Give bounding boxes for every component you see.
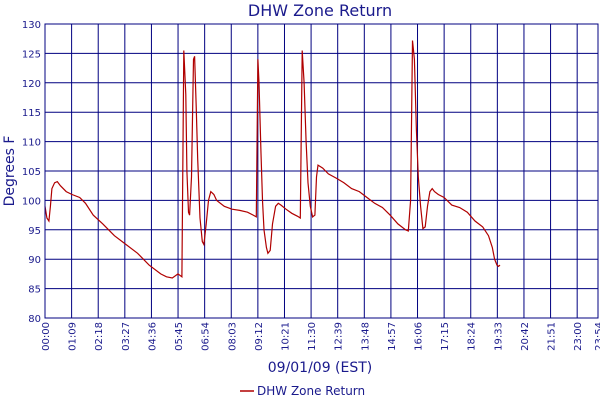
legend-label: DHW Zone Return — [257, 384, 365, 398]
x-tick-labels: 00:00 01:09 02:18 03:27 04:36 05:45 06:54 08:03… — [41, 322, 600, 351]
chart-title: DHW Zone Return — [248, 1, 392, 20]
x-gridlines — [44, 24, 599, 318]
y-tick-label: 130 — [22, 20, 41, 31]
x-tick-label: 11:30 — [307, 322, 318, 351]
x-tick-label: 17:15 — [440, 322, 451, 351]
y-axis-label: Degrees F — [2, 136, 18, 207]
x-tick-label: 20:42 — [520, 322, 531, 351]
x-tick-label: 18:24 — [467, 322, 478, 351]
x-tick-label: 23:00 — [573, 322, 584, 351]
x-tick-label: 05:45 — [174, 322, 185, 351]
x-tick-label: 00:00 — [41, 322, 52, 351]
x-tick-label: 02:18 — [94, 322, 105, 351]
x-tick-label: 19:33 — [493, 322, 504, 351]
x-tick-label: 10:21 — [280, 322, 291, 351]
x-tick-label: 14:57 — [387, 322, 398, 351]
legend: DHW Zone Return — [240, 384, 365, 398]
y-tick-label: 110 — [22, 138, 41, 149]
y-tick-label: 80 — [28, 314, 41, 325]
x-tick-label: 01:09 — [68, 322, 79, 351]
y-tick-label: 120 — [22, 79, 41, 90]
y-tick-labels: 80 85 90 95 100 105 110 115 120 125 130 — [22, 20, 41, 325]
x-tick-label: 06:54 — [201, 322, 212, 351]
y-tick-label: 115 — [22, 108, 41, 119]
y-tick-label: 125 — [22, 49, 41, 60]
x-tick-label: 23:54 — [594, 322, 600, 351]
x-tick-label: 16:06 — [414, 322, 425, 351]
x-tick-label: 13:48 — [360, 322, 371, 351]
x-tick-label: 09:12 — [254, 322, 265, 351]
y-tick-label: 105 — [22, 167, 41, 178]
x-tick-label: 12:39 — [334, 322, 345, 351]
x-tick-label: 03:27 — [121, 322, 132, 351]
x-tick-label: 08:03 — [227, 322, 238, 351]
y-tick-label: 90 — [28, 255, 41, 266]
x-tick-label: 21:51 — [547, 322, 558, 351]
y-tick-label: 95 — [28, 226, 41, 237]
series-line-dhw-zone-return — [44, 40, 501, 279]
plot-border — [44, 23, 599, 319]
y-tick-label: 85 — [28, 285, 41, 296]
x-axis-label: 09/01/09 (EST) — [268, 360, 373, 376]
x-tick-label: 04:36 — [147, 322, 158, 351]
y-tick-label: 100 — [22, 196, 41, 207]
